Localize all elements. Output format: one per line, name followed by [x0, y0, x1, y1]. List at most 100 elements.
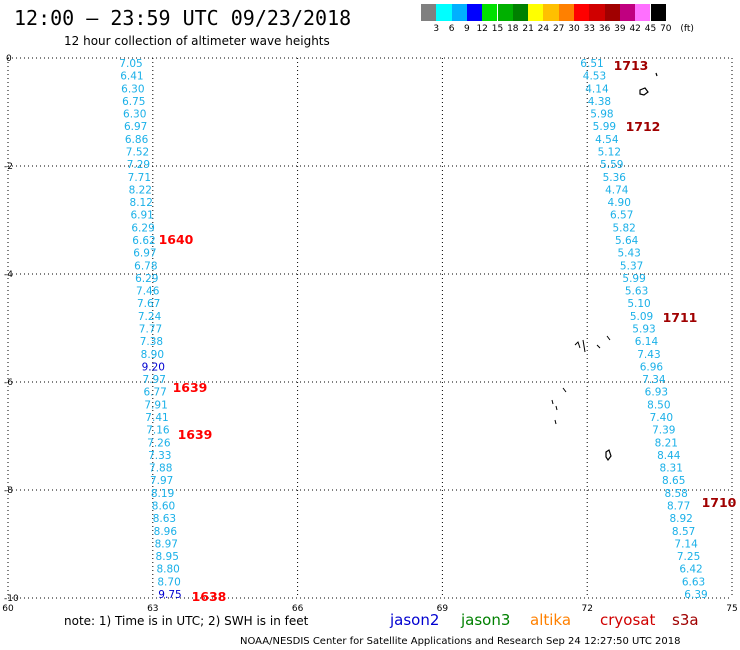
pass-time-label: 1638 — [192, 589, 227, 604]
wave-height-label: 6.29 — [131, 222, 154, 234]
wave-height-label: 9.75 — [158, 589, 181, 601]
wave-height-label: 7.88 — [149, 463, 172, 475]
color-swatch — [604, 4, 620, 21]
wave-height-label: 6.97 — [124, 121, 147, 133]
wave-height-label: 5.12 — [598, 147, 621, 159]
wave-height-label: 8.60 — [152, 501, 175, 513]
color-swatch — [574, 4, 590, 21]
wave-height-label: 5.99 — [622, 273, 645, 285]
wave-height-label: 7.34 — [642, 374, 666, 386]
satellite-tracks: 7.056.416.306.756.306.976.867.527.297.71… — [119, 58, 707, 601]
wave-height-label: 8.50 — [647, 399, 670, 411]
wave-height-label: 6.41 — [120, 71, 143, 83]
wave-height-label: 8.21 — [655, 437, 678, 449]
color-swatch — [451, 4, 467, 21]
wave-height-label: 7.91 — [144, 399, 167, 411]
wave-height-label: 7.43 — [637, 349, 660, 361]
color-swatch — [421, 4, 437, 21]
wave-height-label: 6.91 — [130, 210, 153, 222]
wave-height-label: 5.64 — [615, 235, 639, 247]
color-scale-label: 36 — [598, 24, 611, 34]
wave-height-label: 6.93 — [645, 387, 668, 399]
wave-height-label: 4.74 — [605, 184, 629, 196]
satellite-legend-s3a: s3a — [672, 611, 699, 629]
x-tick-label: 72 — [581, 604, 592, 614]
pass-time-label: 1711 — [663, 310, 698, 325]
y-tick-label: -6 — [4, 378, 13, 388]
color-swatch — [635, 4, 651, 21]
x-tick-label: 75 — [726, 604, 737, 614]
wave-height-label: 8.80 — [156, 564, 179, 576]
color-swatch — [650, 4, 666, 21]
wave-height-label: 7.46 — [136, 286, 160, 298]
wave-height-label: 7.14 — [674, 538, 698, 550]
satellite-legend-altika: altika — [530, 611, 572, 629]
x-tick-label: 66 — [292, 604, 304, 614]
satellite-legend-cryosat: cryosat — [600, 611, 656, 629]
color-scale-label: 3 — [433, 24, 440, 34]
wave-height-label: 6.63 — [682, 576, 705, 588]
pass-time-label: 1713 — [614, 58, 649, 73]
y-tick-label: -8 — [4, 486, 13, 496]
color-swatch — [589, 4, 605, 21]
color-scale-label: 33 — [583, 24, 596, 34]
wave-height-label: 7.05 — [119, 58, 142, 70]
wave-height-label: 8.12 — [130, 197, 153, 209]
color-scale-label: 21 — [522, 24, 534, 34]
color-scale-label: (ft) — [680, 24, 694, 34]
wave-height-label: 5.10 — [627, 298, 650, 310]
wave-height-label: 5.82 — [612, 222, 635, 234]
island-shape — [551, 387, 567, 425]
color-scale-label: 6 — [448, 24, 455, 34]
wave-height-label: 4.14 — [585, 83, 609, 95]
page-title: 12:00 – 23:59 UTC 09/23/2018 — [14, 6, 352, 30]
wave-height-label: 9.20 — [142, 361, 165, 373]
wave-height-label: 8.95 — [156, 551, 179, 563]
color-swatch — [512, 4, 529, 21]
wave-height-label: 7.38 — [140, 336, 163, 348]
wave-height-label: 8.22 — [129, 184, 152, 196]
wave-height-label: 7.41 — [145, 412, 168, 424]
wave-height-label: 8.63 — [153, 513, 176, 525]
wave-height-label: 5.43 — [617, 248, 640, 260]
footer-note: note: 1) Time is in UTC; 2) SWH is in fe… — [64, 614, 309, 628]
wave-height-label: 7.29 — [127, 159, 150, 171]
wave-height-label: 6.42 — [679, 564, 702, 576]
wave-height-label: 7.26 — [147, 437, 171, 449]
color-swatch — [543, 4, 559, 21]
x-tick-label: 63 — [147, 604, 158, 614]
wave-height-label: 6.77 — [143, 387, 166, 399]
wave-height-label: 4.38 — [588, 96, 611, 108]
color-scale-label: 30 — [568, 24, 580, 34]
pass-time-label: 1712 — [626, 119, 661, 134]
y-tick-label: -10 — [4, 594, 19, 604]
wave-height-label: 5.59 — [600, 159, 623, 171]
color-swatch — [528, 4, 544, 21]
wave-height-label: 7.39 — [652, 425, 675, 437]
color-swatch — [436, 4, 452, 21]
island-shape — [605, 449, 612, 462]
satellite-legend-jason3: jason3 — [461, 611, 511, 629]
wave-height-label: 8.90 — [141, 349, 164, 361]
wave-height-label: 6.30 — [121, 83, 144, 95]
color-swatch — [497, 4, 513, 21]
wave-height-label: 8.65 — [662, 475, 685, 487]
wave-height-label: 8.31 — [660, 463, 683, 475]
color-scale-label: 12 — [476, 24, 488, 34]
pass-time-label: 1639 — [178, 427, 213, 442]
wave-height-label: 5.36 — [603, 172, 627, 184]
wave-height-label: 6.57 — [610, 210, 633, 222]
wave-height-label: 6.29 — [135, 273, 158, 285]
color-scale-label: 18 — [507, 24, 519, 34]
wave-height-label: 5.93 — [632, 324, 655, 336]
wave-height-label: 7.97 — [143, 374, 166, 386]
color-swatch — [482, 4, 498, 21]
wave-height-label: 8.19 — [151, 488, 174, 500]
y-tick-label: 0 — [6, 54, 12, 64]
wave-height-label: 6.97 — [133, 248, 156, 260]
color-swatch — [619, 4, 636, 21]
wave-height-label: 8.57 — [672, 526, 695, 538]
wave-height-label: 5.98 — [590, 109, 613, 121]
color-scale-label: 45 — [644, 24, 657, 34]
